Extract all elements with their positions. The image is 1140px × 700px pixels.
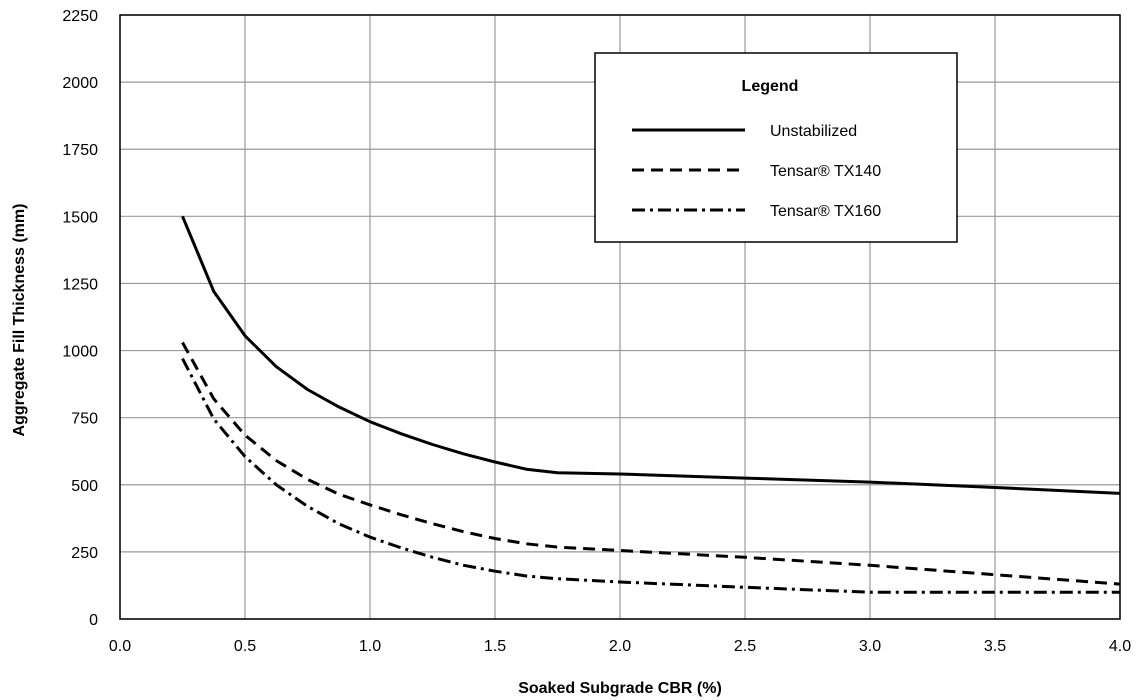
x-tick-label: 4.0 xyxy=(1109,638,1131,655)
legend-box xyxy=(594,52,958,243)
series-line-dash-dot xyxy=(181,357,1120,594)
legend: Legend Unstabilized Tensar® TX140 Tensar® … xyxy=(594,52,958,243)
y-tick-label: 1750 xyxy=(62,142,98,159)
y-tick-label: 0 xyxy=(89,612,98,629)
series-lines xyxy=(181,215,1121,594)
legend-entries: Unstabilized Tensar® TX140 Tensar® TX160 xyxy=(632,123,881,220)
x-tick-label: 2.5 xyxy=(734,638,756,655)
y-tick-label: 250 xyxy=(71,545,98,562)
x-tick-label: 0.0 xyxy=(109,638,131,655)
x-tick-label: 3.0 xyxy=(859,638,881,655)
x-tick-label: 0.5 xyxy=(234,638,256,655)
y-tick-label: 750 xyxy=(71,411,98,428)
x-axis-tick-labels: 0.0 0.5 1.0 1.5 2.0 2.5 3.0 3.5 4.0 xyxy=(109,638,1131,655)
legend-label: Tensar® TX140 xyxy=(770,163,881,180)
y-tick-label: 500 xyxy=(71,478,98,495)
y-tick-label: 2250 xyxy=(62,8,98,25)
y-tick-label: 1000 xyxy=(62,344,98,361)
y-axis-tick-labels: 0 250 500 750 1000 1250 1500 1750 2000 2250 xyxy=(62,8,98,629)
legend-title: Legend xyxy=(742,78,799,95)
series-line-solid xyxy=(181,215,1121,495)
x-tick-label: 3.5 xyxy=(984,638,1006,655)
x-axis-title: Soaked Subgrade CBR (%) xyxy=(518,680,722,697)
legend-label: Unstabilized xyxy=(770,123,857,140)
x-tick-label: 1.0 xyxy=(359,638,381,655)
y-axis-title: Aggregate Fill Thickness (mm) xyxy=(11,204,28,437)
series-line-dashed xyxy=(181,341,1121,586)
x-tick-label: 1.5 xyxy=(484,638,506,655)
x-tick-label: 2.0 xyxy=(609,638,631,655)
y-tick-label: 1500 xyxy=(62,209,98,226)
y-tick-label: 1250 xyxy=(62,276,98,293)
y-tick-label: 2000 xyxy=(62,75,98,92)
plot-area-frame xyxy=(119,14,1121,620)
legend-label: Tensar® TX160 xyxy=(770,203,881,220)
